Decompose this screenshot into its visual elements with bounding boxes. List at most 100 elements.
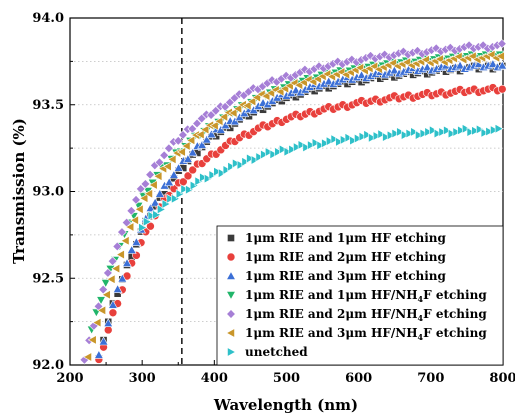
data-point (103, 318, 114, 328)
series-7 (138, 123, 504, 233)
data-point (382, 132, 392, 143)
legend-label: 1μm RIE and 1μm HF/NH4F etching (245, 288, 487, 304)
data-point (467, 51, 477, 62)
data-point (487, 58, 498, 68)
data-point (379, 49, 390, 60)
data-point (332, 56, 343, 67)
data-point (176, 147, 186, 157)
data-point (134, 204, 144, 215)
data-point (389, 65, 400, 75)
data-point (486, 49, 496, 60)
data-point (246, 153, 256, 164)
legend-marker (227, 234, 235, 242)
data-point (187, 147, 198, 157)
data-point (250, 155, 260, 165)
data-point (208, 170, 218, 180)
data-point (401, 130, 410, 141)
data-point (311, 137, 321, 148)
legend-box (216, 225, 504, 366)
data-point (188, 165, 197, 175)
data-point (297, 139, 307, 150)
y-tick-label: 92.0 (32, 358, 64, 373)
data-point (200, 124, 210, 135)
data-point (192, 118, 202, 129)
data-point (209, 120, 219, 131)
x-axis-title: Wavelength (nm) (213, 396, 358, 414)
data-point (145, 169, 155, 180)
data-point (462, 123, 471, 134)
data-point (187, 123, 198, 134)
data-point (422, 62, 433, 72)
legend-label: unetched (245, 345, 308, 359)
data-point (264, 147, 274, 157)
data-point (108, 308, 118, 318)
x-tick-label: 200 (56, 371, 83, 386)
data-point (497, 38, 507, 49)
data-point (447, 128, 457, 139)
data-point (87, 334, 97, 345)
legend-marker (226, 291, 236, 301)
legend-marker (225, 328, 235, 338)
data-point (131, 237, 142, 246)
data-point (126, 244, 137, 254)
data-point (138, 222, 148, 233)
x-tick-label: 600 (345, 371, 372, 386)
data-point (150, 197, 161, 207)
data-point (115, 249, 125, 260)
data-point (386, 130, 396, 141)
legend-label: 1μm RIE and 3μm HF/NH4F etching (245, 326, 487, 342)
data-point (415, 130, 424, 141)
data-point (227, 161, 237, 172)
data-point (214, 116, 224, 127)
data-point (199, 172, 209, 183)
y-tick-label: 92.5 (32, 271, 64, 286)
data-point (125, 222, 135, 232)
data-point (166, 193, 176, 204)
data-point (122, 258, 132, 267)
data-point (159, 150, 170, 161)
data-point (173, 136, 184, 146)
data-point (154, 157, 165, 168)
data-point (363, 129, 373, 140)
data-point (152, 209, 162, 220)
data-point (106, 274, 116, 285)
data-point (236, 160, 246, 170)
series-6 (83, 49, 505, 362)
data-point (255, 152, 265, 162)
data-point (293, 142, 302, 153)
data-point (354, 133, 363, 144)
data-point (107, 256, 118, 266)
data-point (120, 235, 130, 246)
y-tick-label: 94.0 (32, 11, 64, 26)
data-point (335, 137, 345, 147)
data-point (108, 299, 118, 309)
data-point (93, 349, 104, 359)
data-point (167, 154, 177, 165)
data-point (316, 140, 326, 151)
data-point (185, 184, 195, 195)
data-point (478, 40, 488, 51)
data-point (162, 161, 172, 172)
data-point (377, 129, 387, 140)
data-point (97, 305, 106, 316)
data-point (281, 70, 291, 81)
x-tick-label: 300 (129, 371, 156, 386)
data-point (164, 143, 174, 154)
data-point (173, 162, 184, 172)
data-point (194, 176, 204, 187)
legend: 1μm RIE and 1μm HF etching 1μm RIE and 2μ… (216, 225, 504, 366)
data-point (129, 215, 139, 226)
data-point (164, 177, 175, 187)
data-point (391, 128, 401, 139)
data-point (189, 180, 199, 191)
data-point (131, 195, 141, 205)
data-point (247, 96, 257, 107)
legend-marker (226, 309, 236, 319)
data-point (154, 188, 165, 198)
data-point (197, 139, 207, 149)
data-point (443, 125, 453, 136)
data-point (424, 127, 434, 137)
data-point (161, 199, 171, 209)
data-point (372, 131, 382, 141)
